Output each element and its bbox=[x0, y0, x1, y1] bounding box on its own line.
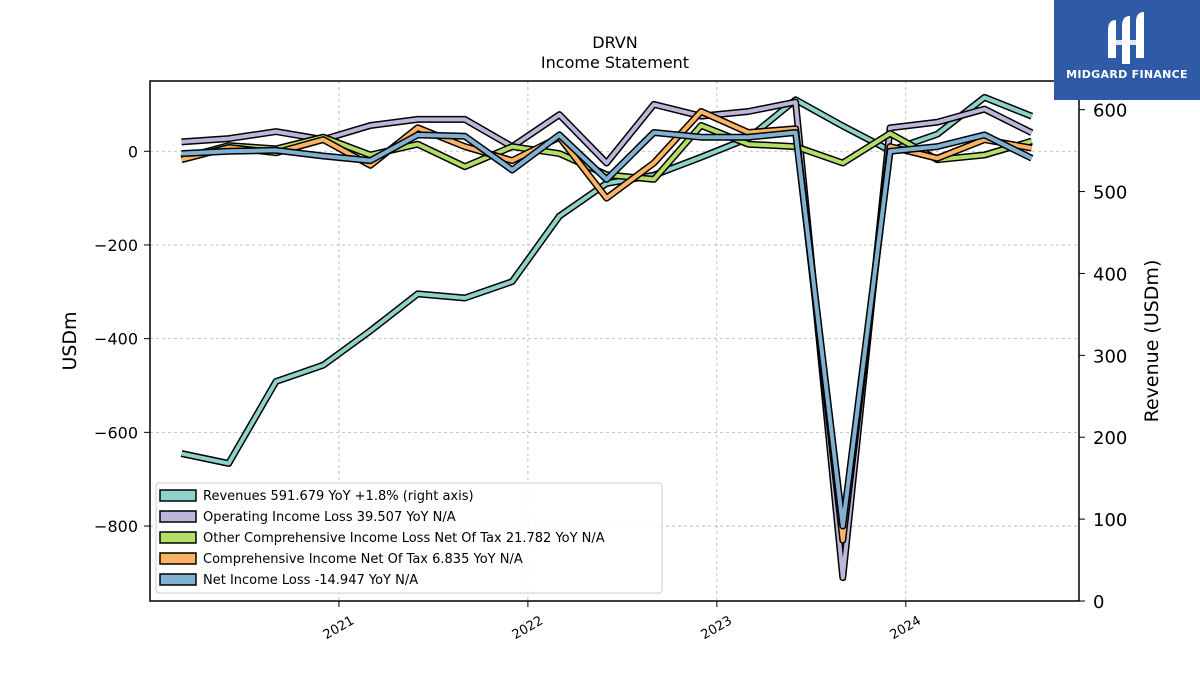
brand-logo-mark bbox=[1108, 12, 1144, 64]
legend-label: Other Comprehensive Income Loss Net Of T… bbox=[203, 531, 605, 546]
series-comprehensive-income-net-of-tax bbox=[180, 108, 1033, 544]
y-right-tick-label: 300 bbox=[1093, 346, 1127, 367]
y-tick-label: −400 bbox=[94, 330, 138, 349]
y-axis-right: 0 100 200 300 400 500 600 bbox=[1079, 101, 1127, 613]
legend-swatch bbox=[159, 510, 197, 523]
x-tick-label: 2021 bbox=[321, 613, 357, 643]
legend-swatch bbox=[159, 552, 197, 565]
series-outline bbox=[181, 129, 1034, 530]
x-tick-label: 2022 bbox=[510, 613, 546, 643]
y-right-tick-label: 500 bbox=[1093, 183, 1127, 204]
y-axis-label-right: Revenue (USDm) bbox=[1141, 260, 1163, 423]
chart-subtitle: Income Statement bbox=[541, 53, 689, 72]
series-line bbox=[180, 109, 1033, 543]
brand-logo: MIDGARD FINANCE bbox=[1054, 0, 1200, 100]
legend-swatch bbox=[159, 573, 197, 586]
series-line bbox=[181, 130, 1033, 528]
x-axis: 2021 2022 2023 2024 bbox=[321, 601, 924, 643]
x-tick-label: 2023 bbox=[699, 613, 735, 643]
series-layer bbox=[180, 93, 1034, 582]
y-axis-left: 0 −200 −400 −600 −800 bbox=[94, 142, 150, 536]
y-tick-label: 0 bbox=[128, 142, 138, 161]
y-axis-label-left: USDm bbox=[59, 311, 81, 370]
y-tick-label: −600 bbox=[94, 423, 138, 442]
legend-label: Comprehensive Income Net Of Tax 6.835 Yo… bbox=[203, 552, 523, 567]
y-right-tick-label: 600 bbox=[1093, 101, 1127, 122]
y-right-tick-label: 200 bbox=[1093, 428, 1127, 449]
y-right-tick-label: 0 bbox=[1093, 592, 1104, 613]
y-right-tick-label: 100 bbox=[1093, 510, 1127, 531]
legend-swatch bbox=[159, 489, 197, 502]
series-net-income-loss bbox=[181, 129, 1034, 530]
legend-label: Net Income Loss -14.947 YoY N/A bbox=[203, 573, 418, 588]
legend-label: Revenues 591.679 YoY +1.8% (right axis) bbox=[203, 489, 474, 504]
chart-title: DRVN bbox=[592, 33, 637, 52]
legend-label: Operating Income Loss 39.507 YoY N/A bbox=[203, 510, 456, 525]
legend-swatch bbox=[159, 531, 197, 544]
y-tick-label: −800 bbox=[94, 517, 138, 536]
y-right-tick-label: 400 bbox=[1093, 264, 1127, 285]
plot-frame bbox=[149, 80, 1080, 602]
legend-box bbox=[155, 482, 663, 594]
brand-name: MIDGARD FINANCE bbox=[1066, 68, 1188, 81]
legend: Revenues 591.679 YoY +1.8% (right axis) O… bbox=[155, 482, 663, 594]
x-tick-label: 2024 bbox=[888, 613, 924, 643]
y-tick-label: −200 bbox=[94, 236, 138, 255]
